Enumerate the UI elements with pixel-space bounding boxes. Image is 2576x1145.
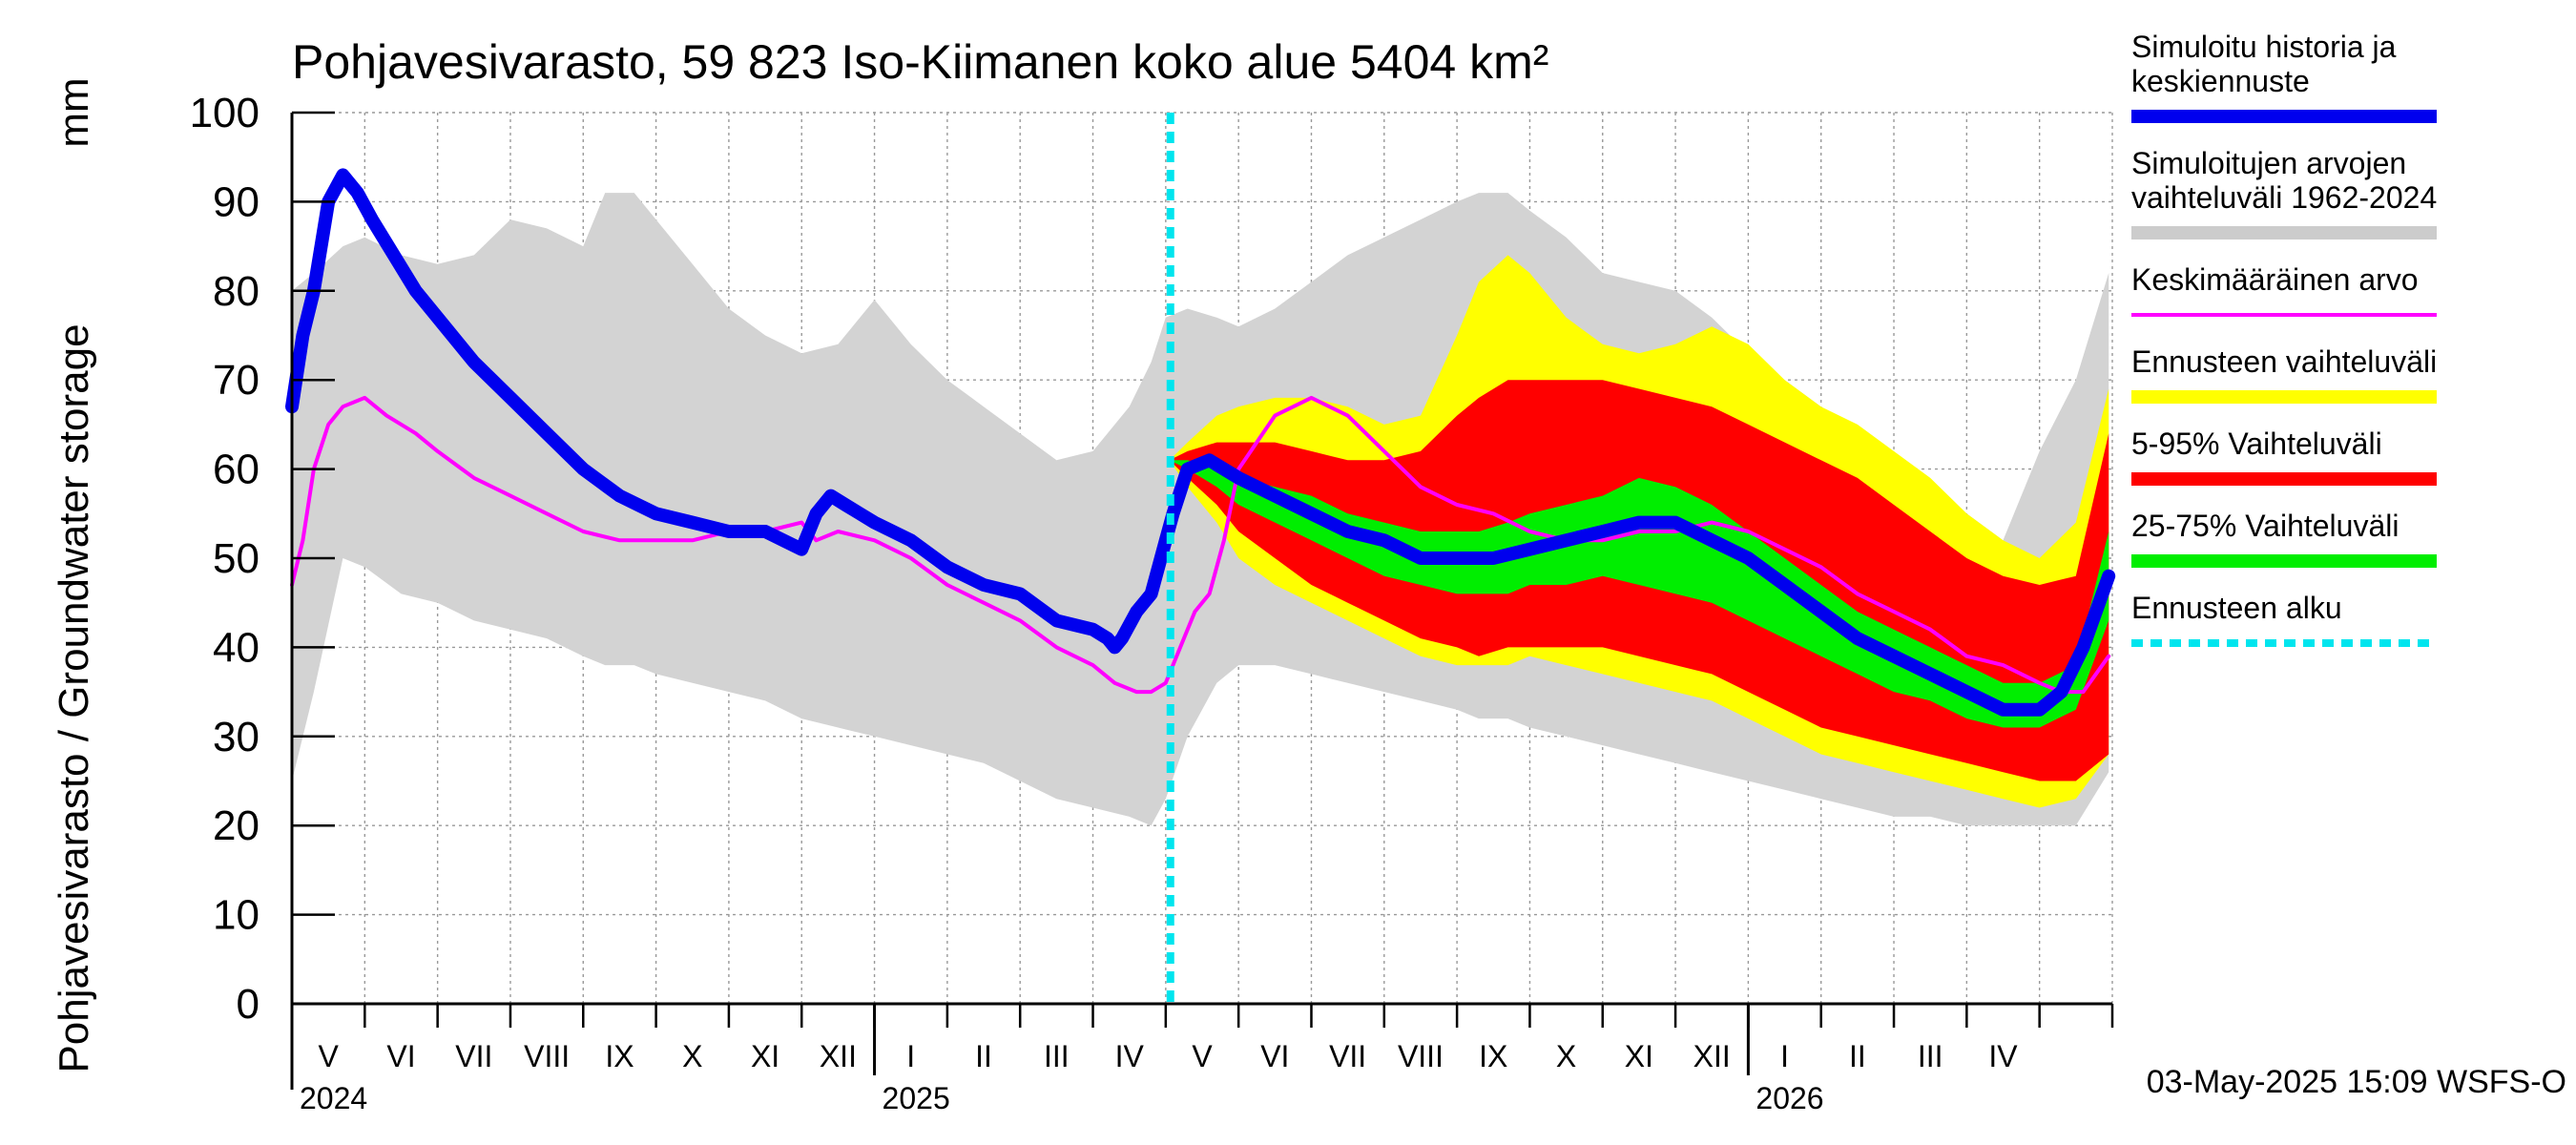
x-month-label: VII	[1329, 1039, 1366, 1073]
x-month-label: II	[975, 1039, 992, 1073]
legend-label: Simuloitujen arvojen	[2131, 146, 2406, 180]
x-month-label: VI	[386, 1039, 415, 1073]
x-month-label: VIII	[524, 1039, 570, 1073]
x-month-label: V	[1192, 1039, 1213, 1073]
line-simuloitu-historia-ja-keskiennuste	[285, 168, 2116, 717]
band-25-75-vaihteluv-li	[1169, 460, 2109, 728]
y-tick-label: 100	[190, 90, 260, 136]
x-month-label: XII	[820, 1039, 857, 1073]
y-tick-label: 20	[213, 802, 260, 849]
x-month-label: III	[1044, 1039, 1070, 1073]
line-keskim-r-inen-arvo	[290, 395, 2111, 695]
x-month-label: XI	[1625, 1039, 1653, 1073]
chart-title: Pohjavesivarasto, 59 823 Iso-Kiimanen ko…	[292, 35, 1548, 89]
x-month-label: VIII	[1398, 1039, 1444, 1073]
y-tick-label: 10	[213, 892, 260, 939]
x-month-label: I	[906, 1039, 915, 1073]
x-month-label: III	[1918, 1039, 1943, 1073]
y-tick-label: 80	[213, 268, 260, 315]
legend-label: 25-75% Vaihteluväli	[2131, 509, 2399, 543]
legend-label: vaihteluväli 1962-2024	[2131, 180, 2437, 215]
x-month-label: V	[318, 1039, 339, 1073]
legend-label: Keskimääräinen arvo	[2131, 262, 2419, 297]
legend-label: keskiennuste	[2131, 64, 2310, 98]
legend-label: 5-95% Vaihteluväli	[2131, 427, 2382, 461]
legend-label: Simuloitu historia ja	[2131, 30, 2397, 64]
x-year-label: 2024	[300, 1081, 367, 1115]
y-tick-label: 30	[213, 714, 260, 760]
x-month-label: VII	[455, 1039, 492, 1073]
series-layer	[285, 113, 2116, 1004]
y-axis-label: Pohjavesivarasto / Groundwater storage	[51, 323, 97, 1072]
x-month-label: IX	[1479, 1039, 1507, 1073]
y-tick-label: 90	[213, 178, 260, 225]
x-month-label: IV	[1988, 1039, 2018, 1073]
x-year-label: 2026	[1755, 1081, 1823, 1115]
y-tick-label: 0	[237, 981, 260, 1028]
x-month-label: II	[1849, 1039, 1866, 1073]
y-tick-label: 40	[213, 624, 260, 671]
y-tick-label: 50	[213, 535, 260, 582]
x-month-label: IV	[1115, 1039, 1145, 1073]
x-month-label: IX	[605, 1039, 634, 1073]
x-month-label: X	[682, 1039, 702, 1073]
x-month-label: XII	[1693, 1039, 1731, 1073]
timestamp: 03-May-2025 15:09 WSFS-O	[2147, 1064, 2566, 1100]
y-axis-unit: mm	[51, 77, 97, 147]
x-month-label: X	[1556, 1039, 1576, 1073]
x-month-label: VI	[1260, 1039, 1289, 1073]
legend-label: Ennusteen vaihteluväli	[2131, 344, 2437, 379]
x-month-label: XI	[751, 1039, 779, 1073]
legend-label: Ennusteen alku	[2131, 591, 2342, 625]
y-tick-label: 70	[213, 357, 260, 404]
x-month-label: I	[1780, 1039, 1789, 1073]
x-year-label: 2025	[883, 1081, 950, 1115]
y-tick-label: 60	[213, 447, 260, 493]
